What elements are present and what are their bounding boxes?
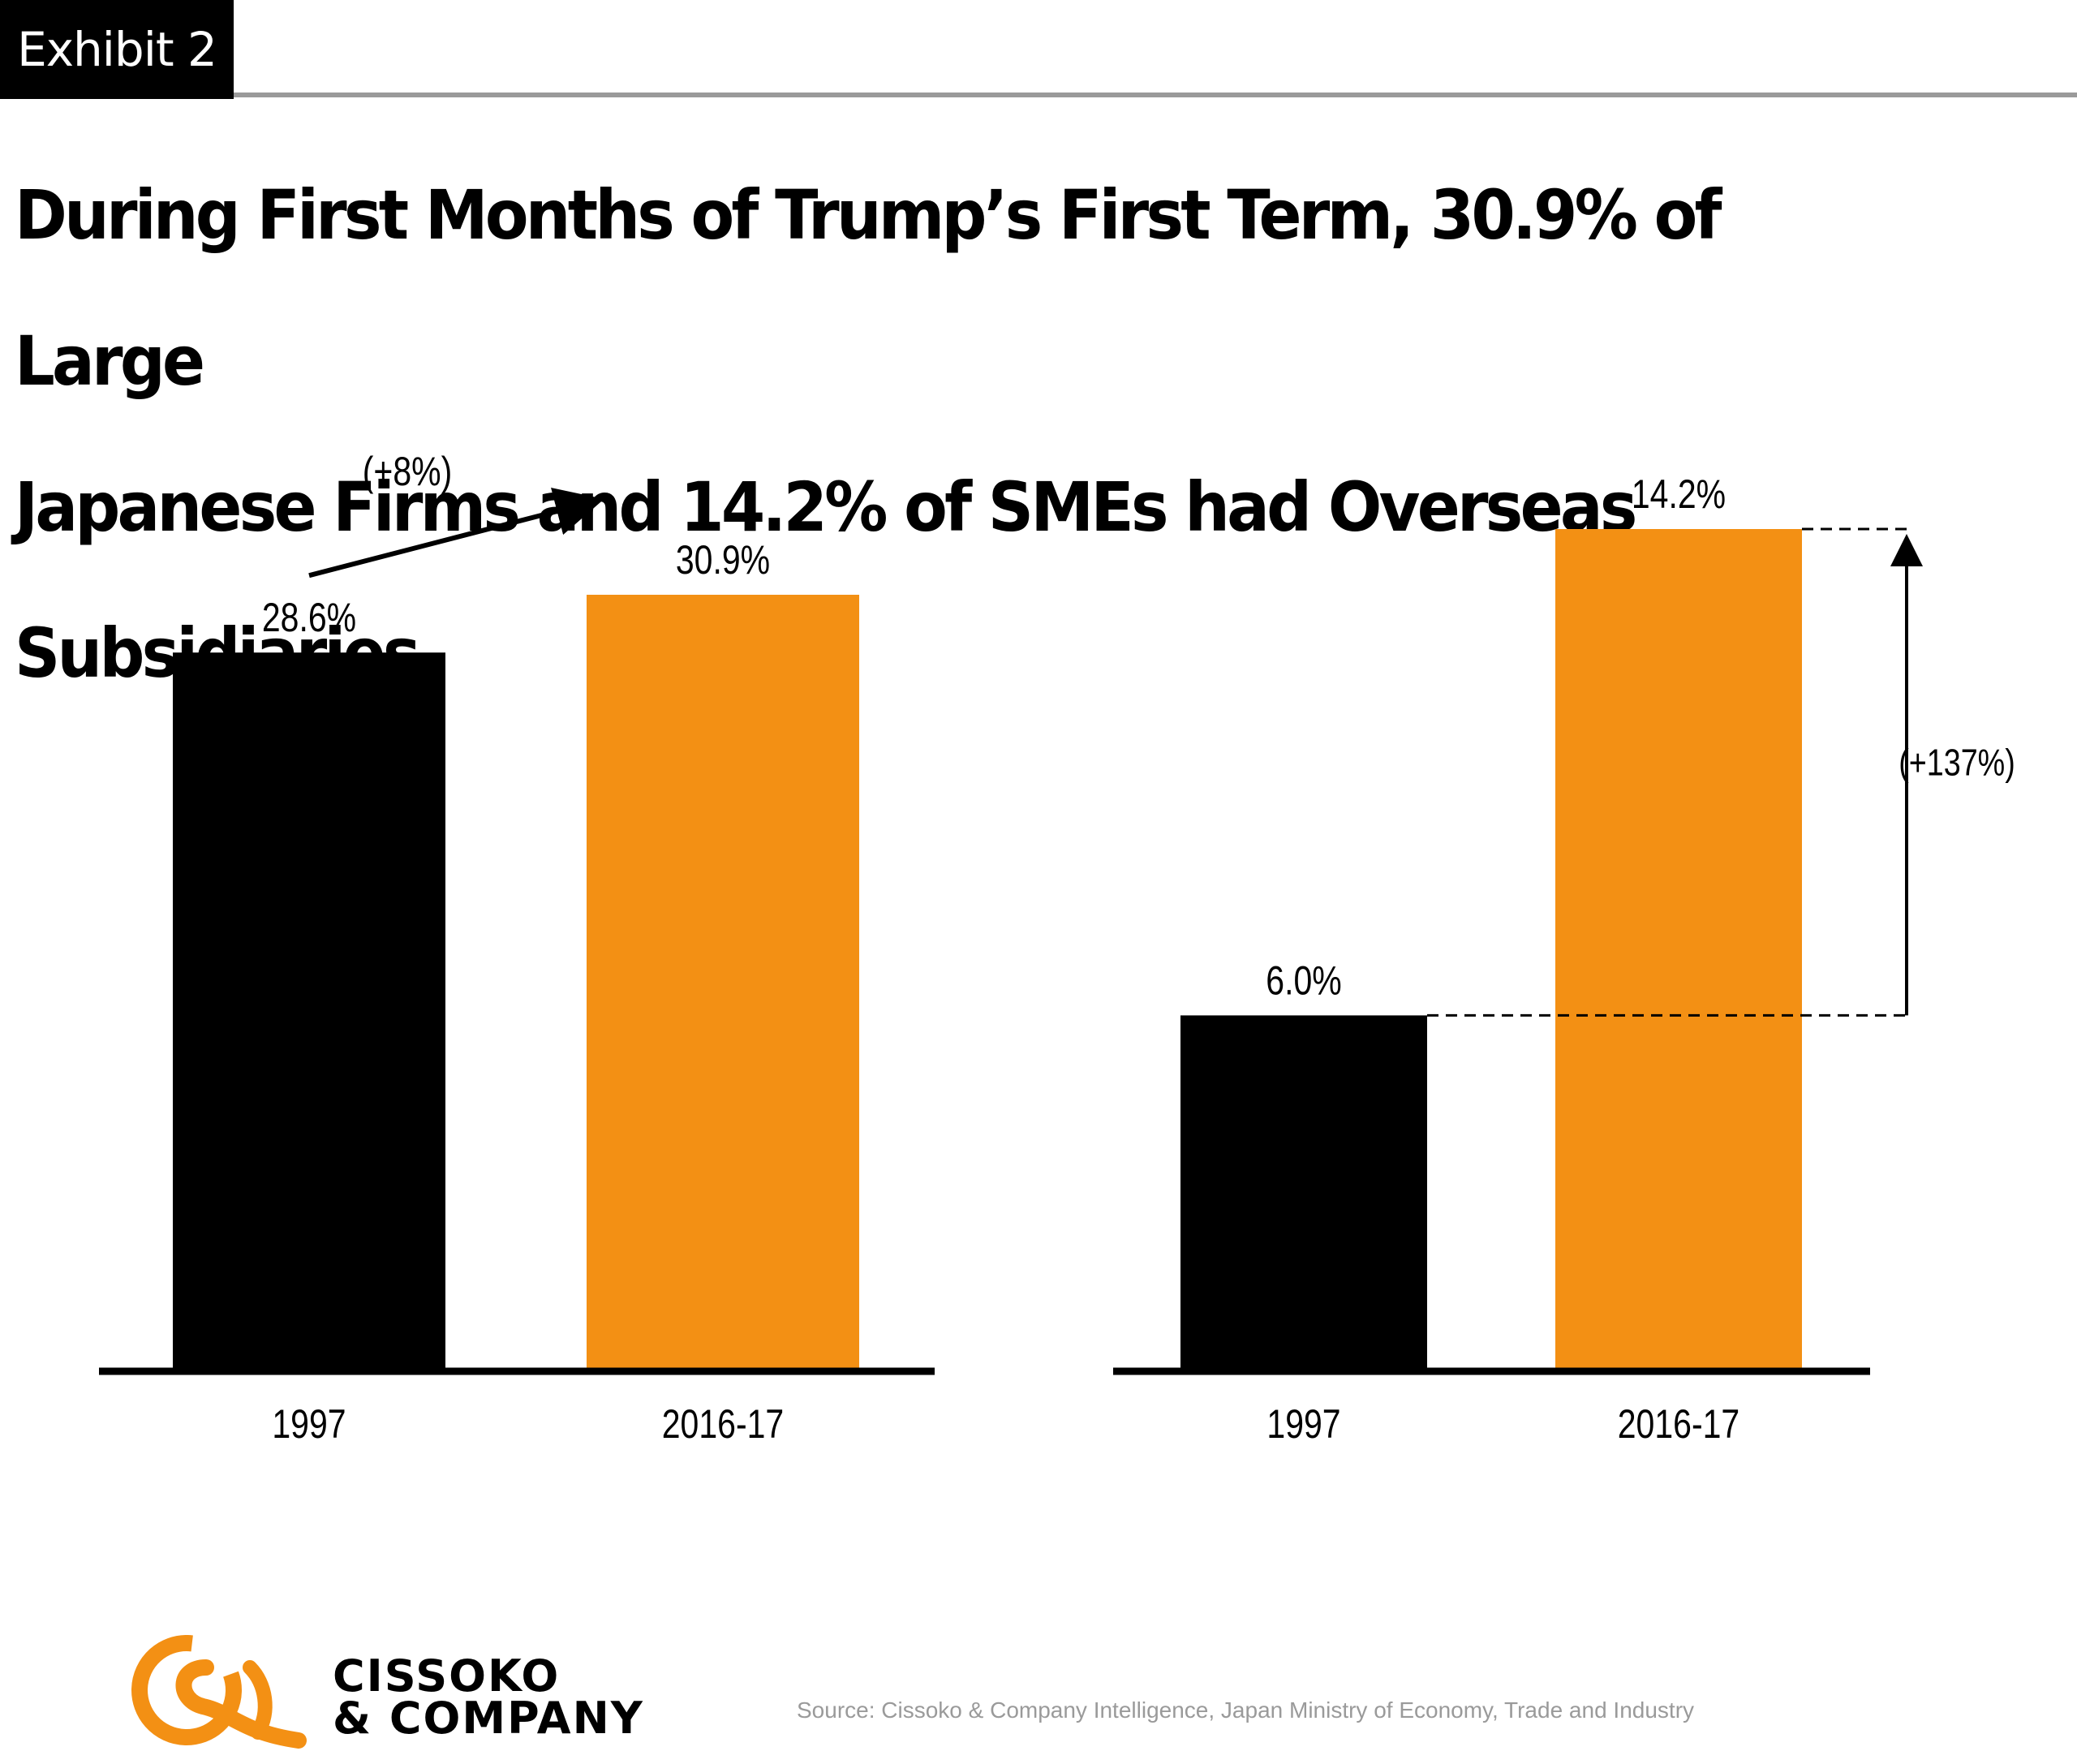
logo-line-2: & COMPANY (333, 1693, 644, 1744)
chart2-value-label-2016-17: 14.2% (1632, 471, 1726, 517)
chart2-category-label-1997: 1997 (1266, 1401, 1340, 1447)
chart1-value-label-2016-17: 30.9% (676, 537, 770, 583)
header-rule (234, 93, 2077, 97)
company-logo-text: CISSOKO & COMPANY (333, 1650, 644, 1744)
chart1-bar-2016-17 (587, 595, 859, 1371)
chart-layer: 28.6% 1997 30.9% 2016-17 (+8%) 6.0% 1997 14.2% 2… (99, 449, 2015, 1447)
chart2-value-label-1997: 6.0% (1266, 958, 1341, 1004)
exhibit-label: Exhibit 2 (0, 0, 234, 99)
chart2-growth-label: (+137%) (1899, 742, 2015, 783)
chart2-bar-2016-17 (1555, 529, 1802, 1371)
company-logo-icon (131, 1635, 307, 1749)
chart2-category-label-2016-17: 2016-17 (1618, 1401, 1739, 1447)
logo-line-1: CISSOKO (333, 1650, 561, 1702)
chart1-growth-arrow (308, 488, 604, 579)
headline-line-1: During First Months of Trump’s First Ter… (15, 175, 1722, 401)
chart1-bar-1997 (173, 652, 445, 1371)
chart1-category-label-1997: 1997 (272, 1401, 346, 1447)
source-note: Source: Cissoko & Company Intelligence, … (797, 1697, 1695, 1723)
chart2-bar-1997 (1180, 1015, 1427, 1371)
headline: During First Months of Trump’s First Ter… (15, 142, 1916, 726)
chart1-value-label-1997: 28.6% (262, 595, 356, 640)
chart1-growth-label: (+8%) (363, 449, 453, 494)
chart1-category-label-2016-17: 2016-17 (662, 1401, 784, 1447)
